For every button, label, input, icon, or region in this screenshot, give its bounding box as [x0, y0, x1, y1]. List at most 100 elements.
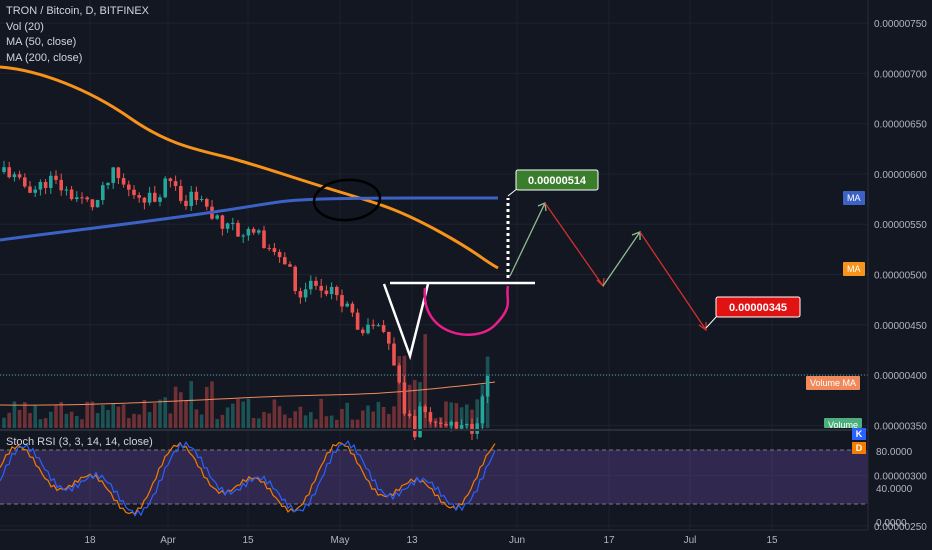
- candle-body: [454, 421, 459, 429]
- price-tick-label: 0.00000650: [874, 120, 927, 131]
- candle-body: [485, 375, 490, 397]
- candle-body: [272, 248, 277, 253]
- candle-body: [257, 230, 261, 233]
- candle-body: [49, 175, 53, 188]
- stop-box: [715, 296, 801, 318]
- candle-body: [75, 197, 79, 200]
- candle-body: [324, 290, 329, 295]
- time-tick-label: 15: [766, 535, 778, 546]
- volume-bar: [205, 386, 209, 428]
- volume-bar: [392, 406, 396, 428]
- candle-body: [163, 178, 167, 198]
- candle-body: [59, 179, 63, 191]
- ma50-line: [0, 65, 499, 270]
- volume-bar: [210, 381, 214, 428]
- candle-body: [64, 189, 69, 191]
- candle-body: [153, 192, 157, 202]
- candle-body: [262, 230, 266, 248]
- candle-body: [335, 286, 339, 296]
- price-tick-label: 0.00000550: [874, 220, 927, 231]
- candle-body: [38, 181, 43, 190]
- volume-bar: [43, 418, 48, 428]
- volume-bar: [95, 413, 100, 428]
- candle-body: [246, 228, 251, 236]
- volume-bar: [423, 334, 427, 428]
- stoch-rsi-title[interactable]: Stoch RSI (3, 3, 14, 14, close): [6, 436, 153, 448]
- volume-bar: [449, 402, 453, 428]
- volume-bar: [127, 418, 131, 428]
- candle-body: [199, 199, 204, 201]
- candle-body: [12, 174, 17, 178]
- candle-body: [43, 181, 48, 188]
- price-tick-label: 0.00000600: [874, 170, 927, 181]
- candle-body: [173, 181, 178, 187]
- candle-body: [116, 167, 121, 179]
- volume-bar: [85, 401, 89, 428]
- candle-body: [397, 365, 401, 383]
- volume-bar: [142, 399, 147, 428]
- candle-body: [184, 200, 188, 207]
- candle-body: [470, 424, 474, 434]
- volume-bar: [38, 419, 43, 428]
- stoch-d-line: [0, 441, 496, 515]
- volume-bar: [246, 398, 251, 428]
- candle-body: [309, 280, 313, 290]
- bear-arrow-1: [544, 202, 604, 287]
- volume-bar: [116, 406, 121, 428]
- time-tick-label: Jul: [684, 535, 697, 546]
- volume-bar: [277, 406, 282, 428]
- osc-tick-label: 80.0000: [876, 447, 913, 458]
- legend-ma50[interactable]: MA (50, close): [6, 36, 77, 48]
- candle-body: [418, 406, 422, 438]
- candle-body: [121, 178, 126, 185]
- candle-body: [361, 329, 365, 334]
- candle-body: [329, 286, 334, 295]
- candle-body: [298, 291, 303, 298]
- candle-body: [106, 182, 110, 186]
- candle-body: [350, 303, 355, 313]
- volume-bar: [283, 414, 287, 428]
- candle-body: [439, 422, 443, 424]
- volume-bar: [309, 412, 313, 428]
- candle-body: [345, 303, 349, 307]
- volume-bar: [59, 402, 63, 428]
- candle-body: [101, 185, 105, 201]
- candle-body: [7, 167, 11, 178]
- candle-body: [205, 199, 209, 207]
- price-tick-label: 0.00000250: [874, 522, 927, 533]
- target-label: 0.00000514: [528, 175, 587, 187]
- candle-body: [179, 186, 183, 201]
- v-pattern-line: [382, 283, 430, 361]
- candle-body: [371, 324, 375, 326]
- candle-body: [220, 215, 225, 229]
- legend-ma200[interactable]: MA (200, close): [6, 51, 83, 64]
- volume-bar: [158, 399, 162, 428]
- volume-bar: [12, 401, 17, 428]
- candle-body: [319, 285, 323, 291]
- candle-body: [111, 167, 115, 183]
- legend-volume[interactable]: Vol (20): [6, 20, 44, 33]
- volume-bar: [314, 419, 318, 428]
- candle-body: [288, 264, 292, 267]
- candle-body: [85, 197, 89, 200]
- price-tick-label: 0.00000400: [874, 371, 927, 382]
- candle-body: [475, 423, 479, 434]
- candle-body: [132, 189, 136, 196]
- candle-body: [293, 266, 297, 292]
- ma200-line: [0, 196, 498, 242]
- osc-tick-label: 40.0000: [876, 484, 913, 495]
- volume-bar: [387, 414, 391, 428]
- bear-arrow-2-head: [698, 322, 707, 332]
- volume-bar: [454, 403, 459, 428]
- volume-bar: [2, 417, 6, 428]
- volume-bar: [163, 397, 167, 428]
- volume-scale-tag: Volume: [824, 418, 863, 428]
- moving-averages: [0, 65, 499, 270]
- candle-body: [127, 184, 131, 190]
- bull-arrow-2: [602, 231, 641, 287]
- cup-curve: [423, 285, 510, 336]
- candle-body: [355, 312, 360, 330]
- volume-bar: [90, 401, 95, 428]
